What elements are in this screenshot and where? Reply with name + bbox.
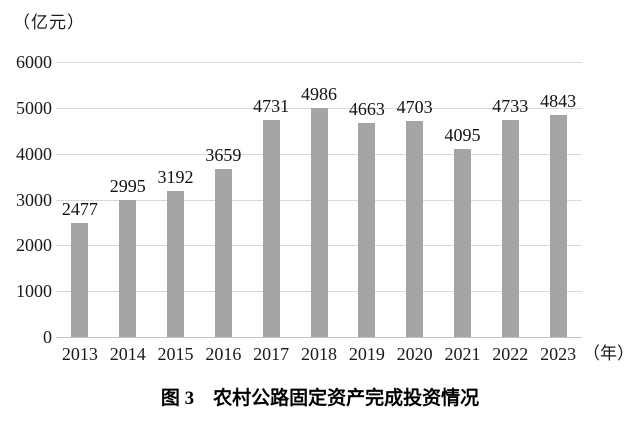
bar-value-label-2017: 4731 — [253, 96, 290, 117]
bar-value-label-2023: 4843 — [540, 91, 577, 112]
bar-value-label-2022: 4733 — [492, 96, 529, 117]
y-axis-unit-label: （亿元） — [13, 13, 85, 32]
bar-2018 — [310, 108, 328, 337]
x-tick-label-2018: 2018 — [301, 344, 337, 364]
bar-2013 — [71, 223, 89, 337]
y-tick-label-3000: 3000 — [16, 189, 52, 210]
y-tick-label-6000: 6000 — [16, 52, 52, 72]
x-tick-label-2020: 2020 — [396, 344, 433, 364]
x-tick-label-2015: 2015 — [157, 344, 194, 364]
x-axis-line — [56, 337, 582, 338]
x-tick-label-2023: 2023 — [540, 344, 577, 364]
plot-area: 2477 2013 2995 2014 3192 2015 3659 2016 4731 2017… — [56, 62, 582, 364]
y-tick-label-4000: 4000 — [16, 143, 52, 164]
x-tick-label-2017: 2017 — [253, 344, 290, 364]
gridline-6000 — [56, 62, 582, 63]
bar-2016 — [214, 169, 232, 337]
x-tick-label-2016: 2016 — [205, 344, 242, 364]
x-axis-unit-label: （年） — [583, 344, 634, 363]
bar-2014 — [119, 199, 137, 337]
x-tick-label-2013: 2013 — [61, 344, 98, 364]
bar-2019 — [358, 123, 376, 337]
bar-value-label-2013: 2477 — [61, 199, 98, 220]
bar-2023 — [549, 115, 567, 337]
bar-value-label-2015: 3192 — [157, 166, 194, 187]
bar-value-label-2018: 4986 — [301, 84, 337, 105]
x-tick-label-2021: 2021 — [444, 344, 481, 364]
bar-2022 — [501, 120, 519, 337]
y-tick-label-2000: 2000 — [16, 235, 52, 256]
figure-caption: 图 3 农村公路固定资产完成投资情况 — [160, 388, 480, 409]
bar-value-label-2019: 4663 — [348, 99, 385, 120]
y-tick-label-1000: 1000 — [16, 281, 52, 302]
bar-2021 — [453, 149, 471, 337]
bar-value-label-2021: 4095 — [444, 125, 481, 146]
bar-value-label-2020: 4703 — [396, 97, 433, 118]
bar-2015 — [167, 190, 185, 337]
gridline-5000 — [56, 107, 582, 109]
x-tick-label-2022: 2022 — [492, 344, 529, 364]
y-tick-label-0: 0 — [43, 327, 52, 347]
y-tick-label-5000: 5000 — [16, 97, 52, 118]
bar-value-label-2016: 3659 — [205, 145, 242, 166]
bar-value-label-2014: 2995 — [109, 175, 146, 196]
x-tick-label-2019: 2019 — [348, 344, 385, 364]
bar-2017 — [262, 120, 280, 337]
x-tick-label-2014: 2014 — [109, 344, 146, 364]
bar-2020 — [406, 121, 424, 337]
